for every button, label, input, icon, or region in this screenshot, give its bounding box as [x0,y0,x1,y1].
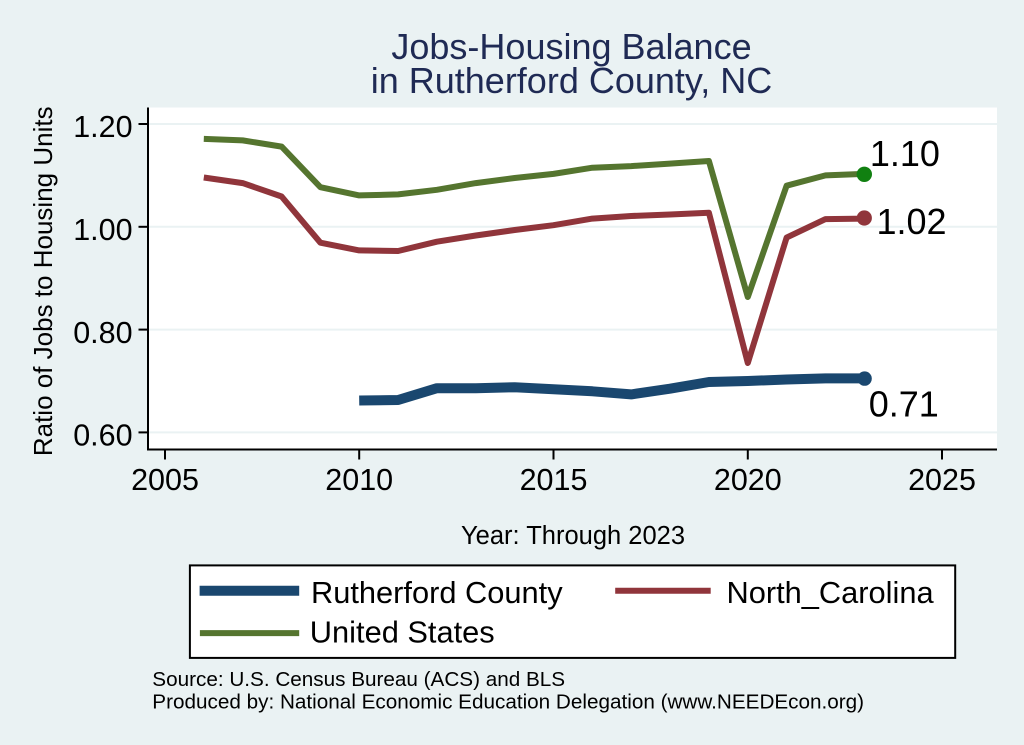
svg-text:2020: 2020 [714,463,782,497]
svg-text:United States: United States [310,615,495,650]
svg-text:Rutherford County: Rutherford County [311,575,563,610]
svg-text:1.00: 1.00 [73,213,132,247]
svg-text:0.71: 0.71 [869,384,939,425]
svg-text:Produced by: National Economic: Produced by: National Economic Education… [152,690,864,713]
svg-text:2010: 2010 [325,463,393,497]
svg-text:Year: Through 2023: Year: Through 2023 [461,522,685,550]
svg-text:in Rutherford County, NC: in Rutherford County, NC [371,60,773,101]
svg-text:1.10: 1.10 [870,133,940,174]
svg-text:North_Carolina: North_Carolina [727,575,935,610]
svg-text:1.20: 1.20 [73,110,132,144]
svg-text:0.60: 0.60 [73,419,132,453]
svg-text:2005: 2005 [131,463,199,497]
svg-text:1.02: 1.02 [877,201,947,242]
svg-text:2025: 2025 [908,463,976,497]
svg-text:Source: U.S. Census Bureau (AC: Source: U.S. Census Bureau (ACS) and BLS [152,668,565,691]
svg-text:Jobs-Housing Balance: Jobs-Housing Balance [391,26,751,67]
svg-text:0.80: 0.80 [73,316,132,350]
svg-text:Ratio of Jobs to Housing Units: Ratio of Jobs to Housing Units [28,106,58,456]
svg-text:2015: 2015 [520,463,588,497]
